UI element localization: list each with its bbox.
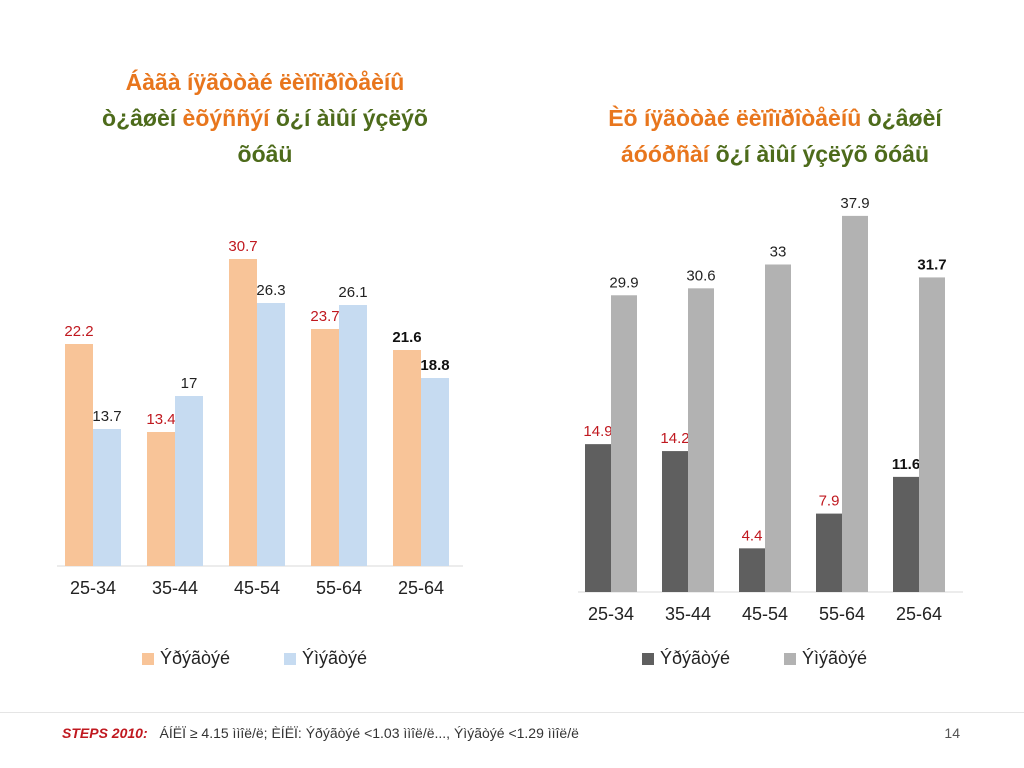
footer-text: ÁÍËÏ ≥ 4.15 ììîë/ë; ÈÍËÏ: Ýðýãòýé <1.03 … (159, 725, 579, 741)
tick-label: 35-44 (665, 604, 711, 624)
bar (585, 444, 611, 592)
left-title-line-1: Áàãà íÿãòòàé ëèïîïðîòåèíû (125, 69, 405, 95)
left-chart-title: Áàãà íÿãòòàé ëèïîïðîòåèíû ò¿âøèí èõýññýí… (30, 64, 500, 172)
bar (688, 288, 714, 592)
data-label: 18.8 (420, 357, 449, 374)
data-label: 29.9 (609, 274, 638, 291)
data-label: 23.7 (310, 308, 339, 325)
tick-label: 25-64 (896, 604, 942, 624)
bar (229, 259, 257, 566)
data-label: 14.2 (660, 430, 689, 447)
bar (393, 350, 421, 566)
bar (893, 476, 919, 592)
data-label: 26.1 (338, 284, 367, 301)
legend-swatch (142, 653, 154, 665)
bar (816, 513, 842, 592)
legend-label: Ýìýãòýé (302, 648, 367, 668)
legend-swatch (642, 653, 654, 665)
bar (339, 305, 367, 566)
left-title-line-2b: èõýññýí (182, 105, 270, 131)
left-title-line-2a: ò¿âøèí (102, 105, 177, 131)
right-title-line-2a: áóóðñàí (621, 141, 710, 167)
tick-label: 35-44 (152, 578, 198, 598)
tick-label: 45-54 (234, 578, 280, 598)
right-chart-title: Èõ íÿãòòàé ëèïîïðîòåèíû ò¿âøèí áóóðñàí õ… (540, 100, 1010, 172)
data-label: 21.6 (392, 329, 421, 346)
left-title-line-2c: õ¿í àìûí ýçëýõ (275, 105, 428, 131)
tick-label: 45-54 (742, 604, 788, 624)
bar (175, 396, 203, 566)
legend-label: Ýðýãòýé (660, 648, 730, 668)
data-label: 31.7 (917, 256, 946, 273)
right-title-line-2b: õ¿í àìûí ýçëýõ õóâü (715, 141, 929, 167)
data-label: 26.3 (256, 282, 285, 299)
legend-swatch (284, 653, 296, 665)
bar (662, 451, 688, 592)
data-label: 30.7 (228, 238, 257, 255)
legend-label: Ýðýãòýé (160, 648, 230, 668)
data-label: 14.9 (583, 423, 612, 440)
tick-label: 25-34 (70, 578, 116, 598)
tick-label: 55-64 (819, 604, 865, 624)
footer-source: STEPS 2010: (62, 725, 148, 741)
bar (611, 295, 637, 592)
data-label: 13.4 (146, 411, 175, 428)
left-title-line-3: õóâü (237, 141, 293, 167)
bar (257, 303, 285, 566)
bar (311, 329, 339, 566)
bar (65, 344, 93, 566)
legend-swatch (784, 653, 796, 665)
bar (93, 429, 121, 566)
legend-label: Ýìýãòýé (802, 648, 867, 668)
data-label: 22.2 (64, 323, 93, 340)
bar (842, 215, 868, 592)
data-label: 4.4 (742, 527, 763, 544)
bar (739, 548, 765, 592)
bar (147, 432, 175, 566)
data-label: 33 (770, 244, 787, 261)
page-number: 14 (944, 725, 960, 741)
tick-label: 25-64 (398, 578, 444, 598)
data-label: 13.7 (92, 408, 121, 425)
data-label: 37.9 (840, 195, 869, 212)
bar (421, 378, 449, 566)
data-label: 17 (181, 375, 198, 392)
tick-label: 55-64 (316, 578, 362, 598)
footer-divider (0, 712, 1024, 713)
right-title-line-1a: Èõ íÿãòòàé ëèïîïðîòåèíû (608, 105, 862, 131)
tick-label: 25-34 (588, 604, 634, 624)
bar (765, 264, 791, 592)
data-label: 30.6 (686, 267, 715, 284)
right-title-line-1b: ò¿âøèí (867, 105, 942, 131)
data-label: 7.9 (819, 493, 840, 510)
bar (919, 277, 945, 592)
footer-note: STEPS 2010: ÁÍËÏ ≥ 4.15 ììîë/ë; ÈÍËÏ: Ýð… (62, 725, 579, 741)
data-label: 11.6 (892, 456, 920, 473)
